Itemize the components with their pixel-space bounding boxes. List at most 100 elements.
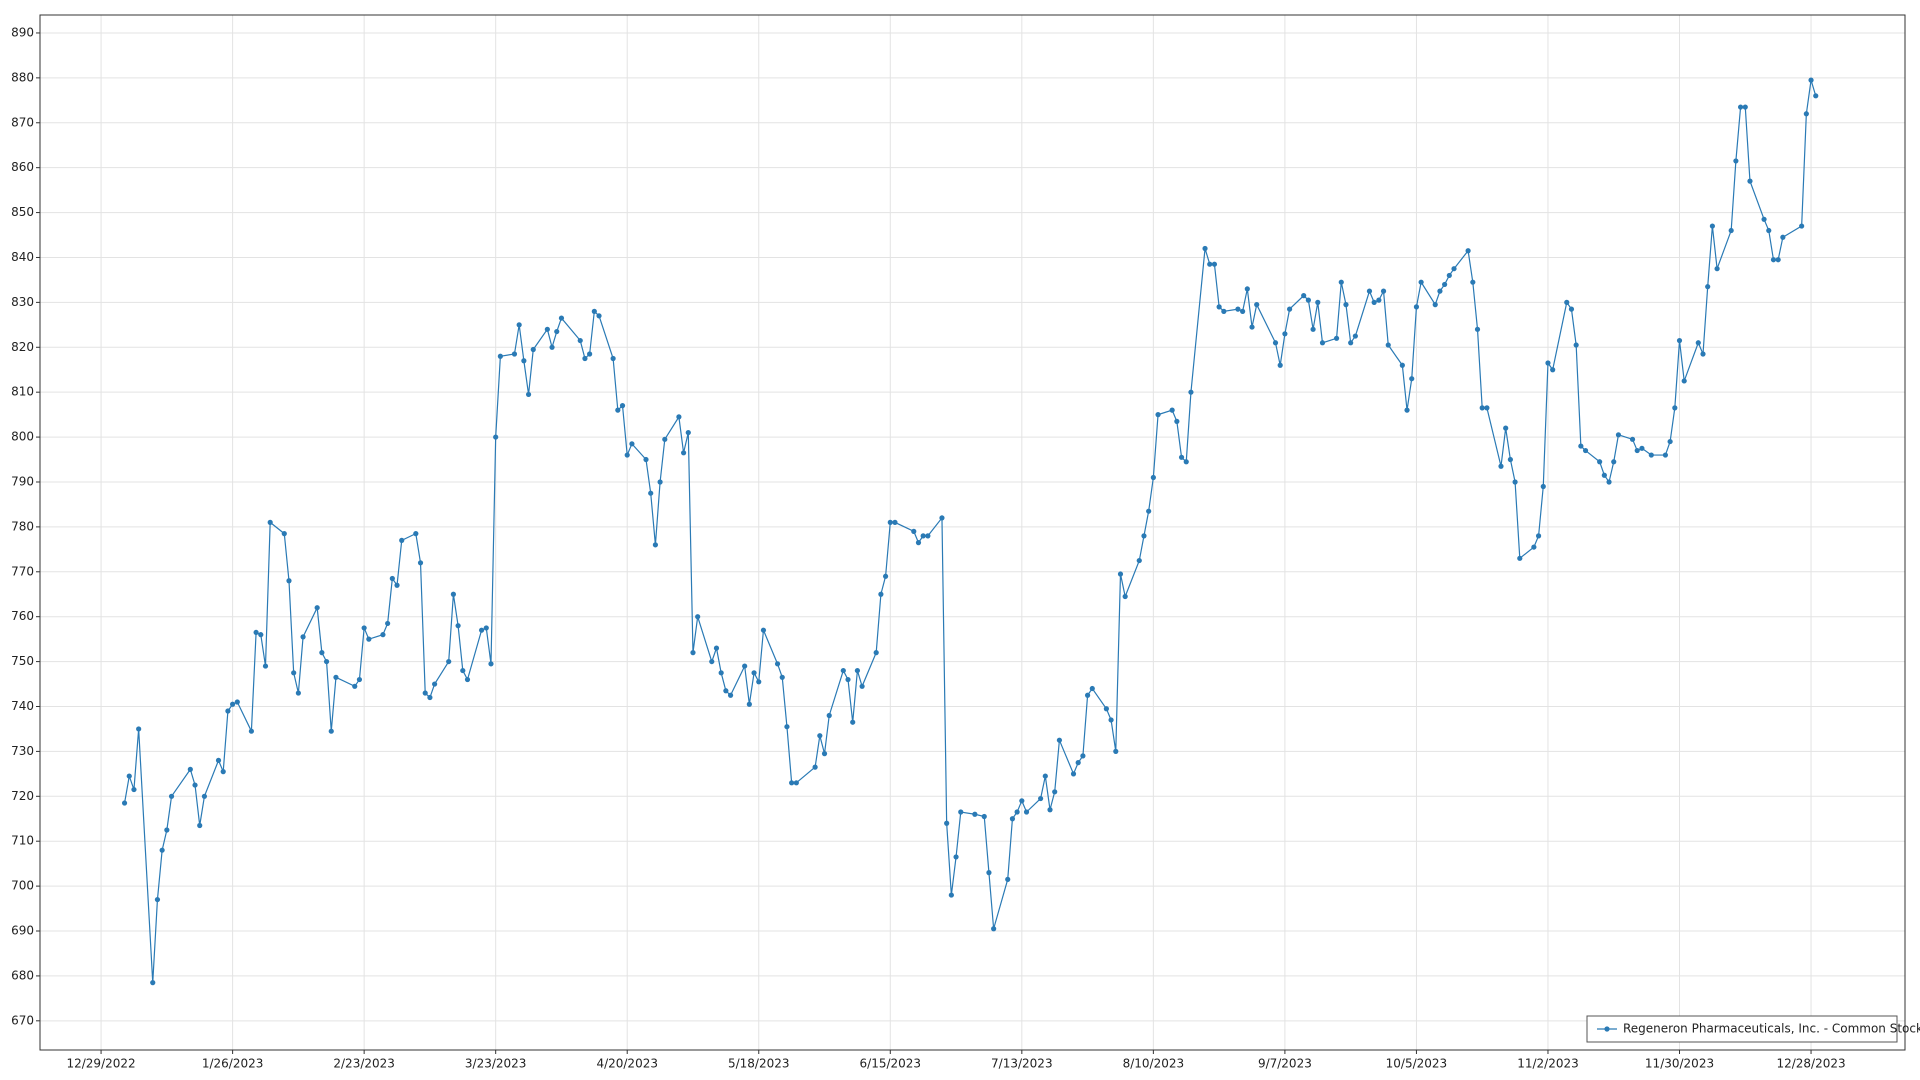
data-point bbox=[1695, 340, 1701, 346]
data-point bbox=[1470, 279, 1476, 285]
data-point bbox=[291, 670, 297, 676]
y-tick-label: 770 bbox=[11, 564, 34, 578]
data-point bbox=[690, 650, 696, 656]
data-point bbox=[286, 578, 292, 584]
legend-marker bbox=[1604, 1026, 1610, 1032]
data-point bbox=[911, 528, 917, 534]
data-point bbox=[972, 811, 978, 817]
data-point bbox=[1080, 753, 1086, 759]
data-point bbox=[497, 353, 503, 359]
data-point bbox=[1277, 362, 1283, 368]
data-point bbox=[478, 627, 485, 633]
data-point bbox=[225, 708, 231, 714]
data-point bbox=[1465, 248, 1471, 254]
plot-frame bbox=[39, 14, 1906, 1051]
data-point bbox=[1503, 425, 1509, 431]
data-point bbox=[577, 337, 583, 344]
data-point bbox=[1183, 459, 1189, 465]
data-point bbox=[939, 515, 945, 521]
data-point bbox=[525, 391, 532, 398]
data-point bbox=[1714, 266, 1720, 272]
y-tick-label: 860 bbox=[11, 160, 34, 174]
data-point bbox=[1728, 227, 1734, 234]
data-point bbox=[713, 645, 720, 651]
data-point bbox=[915, 540, 922, 546]
data-point bbox=[215, 757, 222, 763]
data-point bbox=[1202, 245, 1208, 252]
data-point bbox=[1648, 452, 1654, 458]
data-point bbox=[450, 591, 457, 597]
data-point bbox=[1385, 342, 1391, 348]
data-point bbox=[521, 358, 527, 364]
data-point bbox=[1442, 281, 1448, 288]
data-point bbox=[1038, 795, 1044, 802]
data-point bbox=[1221, 308, 1227, 314]
data-point bbox=[587, 351, 593, 357]
data-point bbox=[1700, 351, 1706, 357]
x-tick-label: 2/23/2023 bbox=[333, 1057, 395, 1071]
data-point bbox=[126, 773, 132, 779]
data-point bbox=[530, 346, 536, 353]
x-tick-label: 12/28/2023 bbox=[1776, 1057, 1845, 1071]
data-point bbox=[887, 519, 893, 525]
data-point bbox=[986, 870, 992, 876]
data-point bbox=[549, 344, 555, 350]
data-point bbox=[1672, 405, 1678, 411]
data-point bbox=[197, 822, 203, 829]
data-point bbox=[1282, 331, 1288, 337]
data-point bbox=[756, 679, 762, 685]
data-point bbox=[1404, 407, 1410, 413]
data-point bbox=[1113, 748, 1119, 754]
data-point bbox=[1742, 104, 1748, 110]
data-point bbox=[751, 670, 757, 676]
x-tick-label: 10/5/2023 bbox=[1386, 1057, 1448, 1071]
data-point bbox=[1413, 304, 1420, 310]
data-point bbox=[192, 782, 198, 788]
data-point bbox=[1178, 454, 1185, 460]
data-point bbox=[1582, 447, 1589, 454]
data-point bbox=[709, 658, 715, 665]
data-point bbox=[1634, 447, 1640, 454]
data-point bbox=[680, 450, 687, 456]
y-tick-label: 840 bbox=[11, 250, 34, 264]
data-point bbox=[154, 896, 161, 903]
data-point bbox=[1597, 459, 1603, 465]
data-point bbox=[1545, 360, 1551, 366]
data-point bbox=[1780, 234, 1786, 240]
data-point bbox=[685, 429, 691, 436]
data-point bbox=[1244, 286, 1250, 292]
data-point bbox=[1799, 223, 1805, 229]
data-point bbox=[1333, 335, 1340, 341]
y-tick-label: 810 bbox=[11, 385, 34, 399]
data-point bbox=[892, 519, 898, 525]
y-tick-label: 880 bbox=[11, 70, 34, 84]
data-point bbox=[789, 780, 795, 786]
data-point bbox=[1155, 412, 1161, 418]
data-point bbox=[1813, 93, 1819, 99]
data-point bbox=[629, 441, 635, 447]
data-point bbox=[1498, 463, 1504, 469]
data-point bbox=[295, 690, 301, 696]
y-tick-label: 760 bbox=[11, 609, 34, 623]
data-point bbox=[1761, 216, 1767, 222]
data-point bbox=[1319, 340, 1326, 346]
y-tick-label: 850 bbox=[11, 205, 34, 219]
y-tick-label: 800 bbox=[11, 430, 34, 444]
data-point bbox=[136, 726, 142, 732]
x-tick-label: 11/30/2023 bbox=[1645, 1057, 1714, 1071]
data-point bbox=[1517, 555, 1523, 561]
y-tick-label: 670 bbox=[11, 1013, 34, 1027]
data-point bbox=[1578, 443, 1584, 449]
data-point bbox=[882, 573, 889, 579]
y-tick-label: 700 bbox=[11, 879, 34, 893]
data-point bbox=[262, 663, 269, 669]
data-point bbox=[1399, 362, 1405, 368]
data-point bbox=[187, 766, 193, 772]
data-point bbox=[1019, 798, 1025, 804]
data-point bbox=[1451, 266, 1457, 272]
data-point bbox=[1254, 302, 1260, 308]
data-point bbox=[333, 674, 339, 680]
data-point bbox=[1770, 257, 1777, 263]
data-point bbox=[582, 355, 588, 362]
data-point bbox=[413, 531, 419, 537]
